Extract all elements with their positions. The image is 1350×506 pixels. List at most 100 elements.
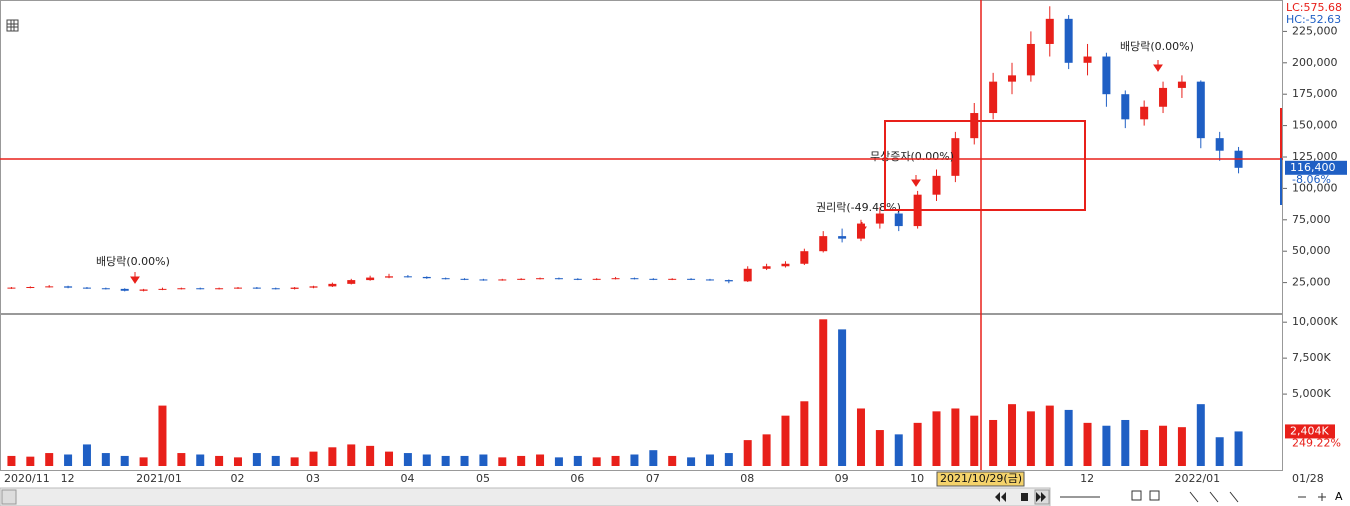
candle-body: [687, 278, 696, 280]
annotation-arrow: [1153, 60, 1163, 72]
volume-bar: [705, 454, 714, 466]
volume-bar: [441, 455, 450, 466]
volume-bar: [1026, 411, 1035, 466]
volume-bar: [649, 450, 658, 466]
candle-body: [139, 289, 148, 291]
candle-body: [1026, 43, 1035, 76]
volume-bar: [309, 451, 318, 466]
volume-bar: [403, 453, 412, 466]
candle-body: [328, 283, 337, 287]
candle-body: [309, 286, 318, 288]
candle-body: [347, 280, 356, 284]
volume-bar: [819, 319, 828, 466]
y-tick-label: 50,000: [1292, 244, 1331, 257]
scroll-left[interactable]: [1, 489, 17, 505]
annotation: 무상증자(0.00%): [870, 150, 954, 163]
candle-body: [951, 138, 960, 176]
x-tick-label: 07: [646, 472, 660, 485]
volume-bar: [1196, 404, 1205, 466]
candle-body: [64, 286, 73, 288]
candle-body: [479, 279, 488, 281]
candle-body: [385, 276, 394, 278]
annotation-arrow: [911, 175, 921, 187]
price-panel: [0, 0, 1283, 314]
candle-body: [120, 288, 129, 291]
candle-body: [536, 278, 545, 280]
x-tick-label: 2021/01: [136, 472, 182, 485]
candle-body: [517, 278, 526, 280]
candle-body: [1121, 94, 1130, 120]
candle-body: [894, 213, 903, 227]
candle-body: [1215, 138, 1224, 151]
volume-bar: [45, 453, 54, 466]
x-tick-label: 12: [1080, 472, 1094, 485]
volume-panel: [0, 314, 1283, 471]
candle-body: [366, 277, 375, 281]
volume-bar: [479, 454, 488, 466]
candle-body: [819, 236, 828, 252]
candle-body: [649, 278, 658, 280]
candle-body: [158, 288, 167, 290]
x-tick-label: 08: [740, 472, 754, 485]
candle-body: [668, 278, 677, 280]
last-volume-box: [1285, 424, 1335, 439]
candle-body: [724, 280, 733, 282]
volume-bar: [592, 457, 601, 466]
candle-body: [1064, 18, 1073, 63]
candle-body: [762, 266, 771, 269]
volume-bar: [611, 455, 620, 466]
candle-body: [101, 288, 110, 290]
y-tick-label: 225,000: [1292, 24, 1338, 37]
annotation-arrow: [857, 222, 867, 234]
volume-bar: [1215, 437, 1224, 466]
x-tick-label: 09: [835, 472, 849, 485]
y-tick-label: 7,500K: [1292, 351, 1331, 364]
volume-bar: [1234, 431, 1243, 466]
volume-bar: [1083, 422, 1092, 466]
candle-body: [611, 278, 620, 280]
candle-body: [196, 288, 205, 290]
candle-body: [271, 288, 280, 290]
candle-body: [932, 175, 941, 195]
candle-body: [26, 286, 35, 288]
candle-body: [1008, 75, 1017, 82]
x-tick-label: 2022/01: [1174, 472, 1220, 485]
volume-bar: [517, 455, 526, 466]
candle-body: [233, 287, 242, 289]
volume-bar: [177, 453, 186, 466]
y-tick-label: 125,000: [1292, 150, 1338, 163]
volume-bar: [422, 454, 431, 466]
volume-bar: [1102, 425, 1111, 466]
x-tick-label: 02: [231, 472, 245, 485]
grid-icon: [6, 19, 19, 32]
x-tick-label: 03: [306, 472, 320, 485]
candle-body: [215, 288, 224, 290]
volume-bar: [64, 454, 73, 466]
volume-bar: [1045, 405, 1054, 466]
volume-bar: [838, 329, 847, 466]
volume-bar: [252, 453, 261, 466]
volume-bar: [385, 451, 394, 466]
toolbar[interactable]: [1060, 490, 1326, 503]
volume-bar: [290, 457, 299, 466]
candle-body: [1102, 56, 1111, 95]
last-price-box: [1285, 160, 1347, 175]
volume-bar: [1159, 425, 1168, 466]
candle-body: [1083, 56, 1092, 63]
volume-bar: [1121, 419, 1130, 466]
candle-body: [1159, 87, 1168, 107]
toolbar-a[interactable]: A: [1335, 490, 1343, 503]
lc-label: LC:575.68: [1286, 1, 1342, 14]
volume-bar: [347, 444, 356, 466]
y-tick-label: 75,000: [1292, 213, 1331, 226]
volume-bar: [460, 455, 469, 466]
scrollbar[interactable]: [0, 487, 1051, 506]
volume-bar: [687, 457, 696, 466]
candle-body: [630, 278, 639, 280]
playback-buttons[interactable]: [995, 492, 1046, 502]
volume-bar: [233, 457, 242, 466]
volume-bar: [196, 454, 205, 466]
volume-bar: [573, 455, 582, 466]
x-tick-label: 12: [61, 472, 75, 485]
candle-body: [252, 287, 261, 289]
